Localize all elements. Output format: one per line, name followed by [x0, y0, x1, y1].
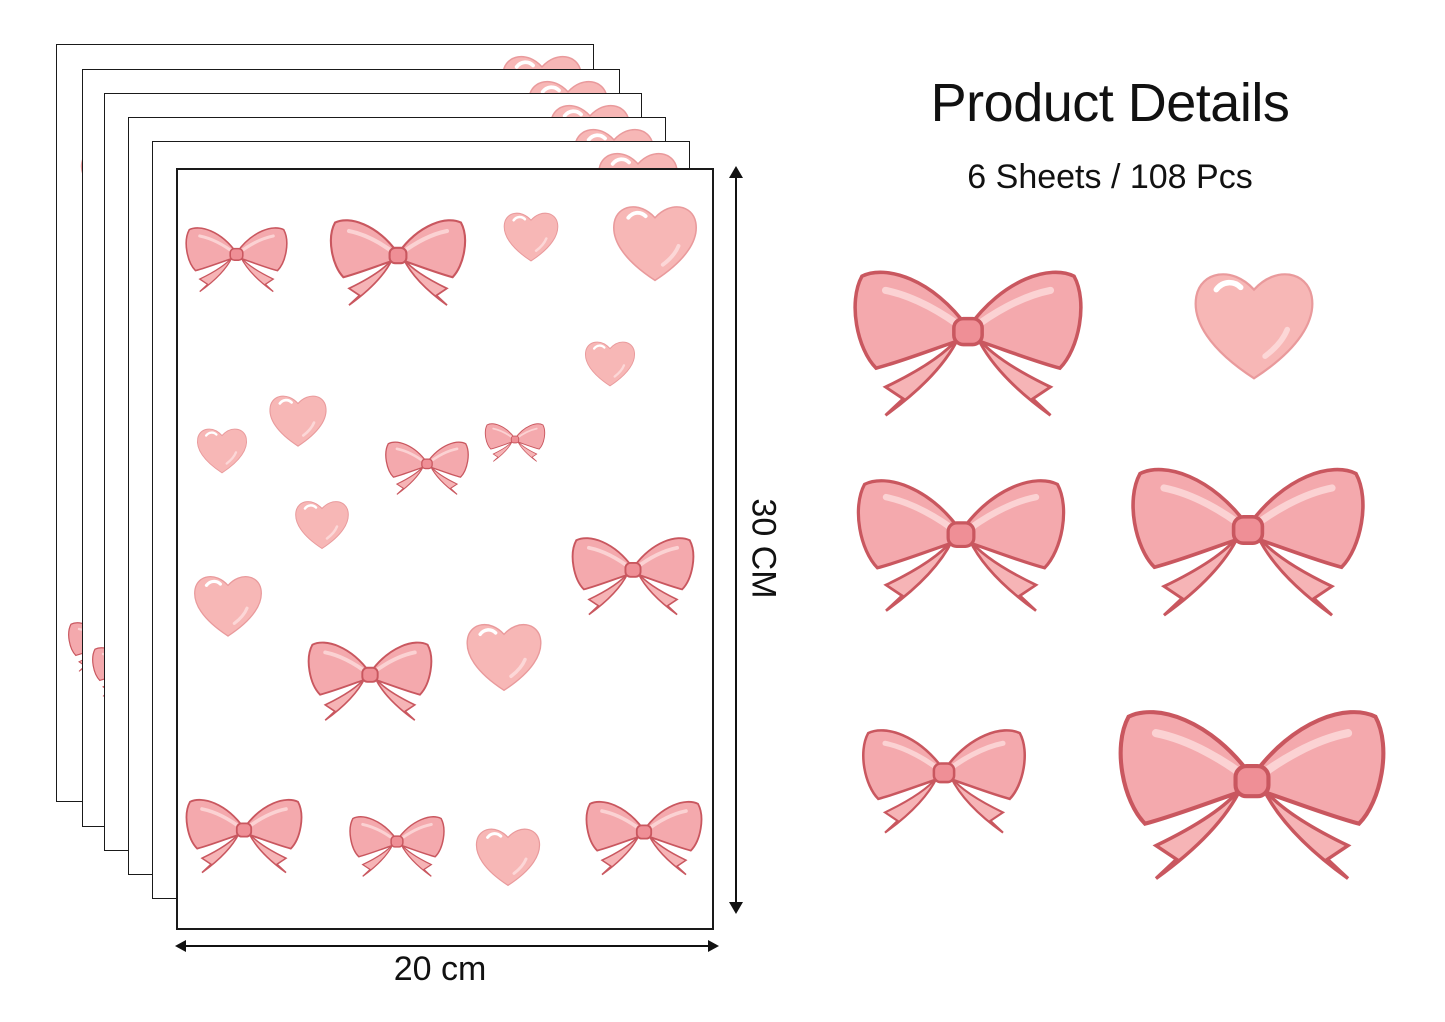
bow-icon [1128, 438, 1368, 634]
bow-icon [386, 442, 468, 494]
bow-icon [1112, 692, 1392, 884]
bow-icon [587, 802, 702, 875]
width-label: 20 cm [393, 950, 487, 988]
bow-icon [806, 718, 1082, 836]
sticker-layout [178, 170, 714, 930]
bow-icon [350, 817, 444, 876]
bow-icon [485, 424, 544, 462]
width-dimension-arrow [175, 940, 719, 952]
bow-icon [309, 643, 432, 721]
bow-icon [830, 465, 1092, 615]
heart-icon [195, 577, 262, 636]
bow-icon [331, 220, 465, 305]
heart-icon [294, 499, 350, 551]
heart-icon [614, 207, 696, 280]
height-label: 30 CM [744, 498, 783, 599]
heart-icon [476, 829, 539, 885]
bow-icon [573, 538, 694, 614]
heart-icon [467, 625, 541, 691]
heart-icon [584, 340, 636, 388]
bow-icon [186, 228, 287, 292]
heart-icon [502, 211, 560, 263]
height-dimension-arrow [729, 166, 743, 914]
sticker-sheet-front [176, 168, 714, 930]
heart-icon [270, 396, 326, 446]
bow-icon [822, 255, 1114, 420]
page-title: Product Details [930, 73, 1290, 133]
product-count: 6 Sheets / 108 Pcs [967, 158, 1253, 196]
heart-icon [195, 427, 249, 475]
heart-icon [1156, 263, 1352, 385]
bow-icon [187, 800, 302, 873]
